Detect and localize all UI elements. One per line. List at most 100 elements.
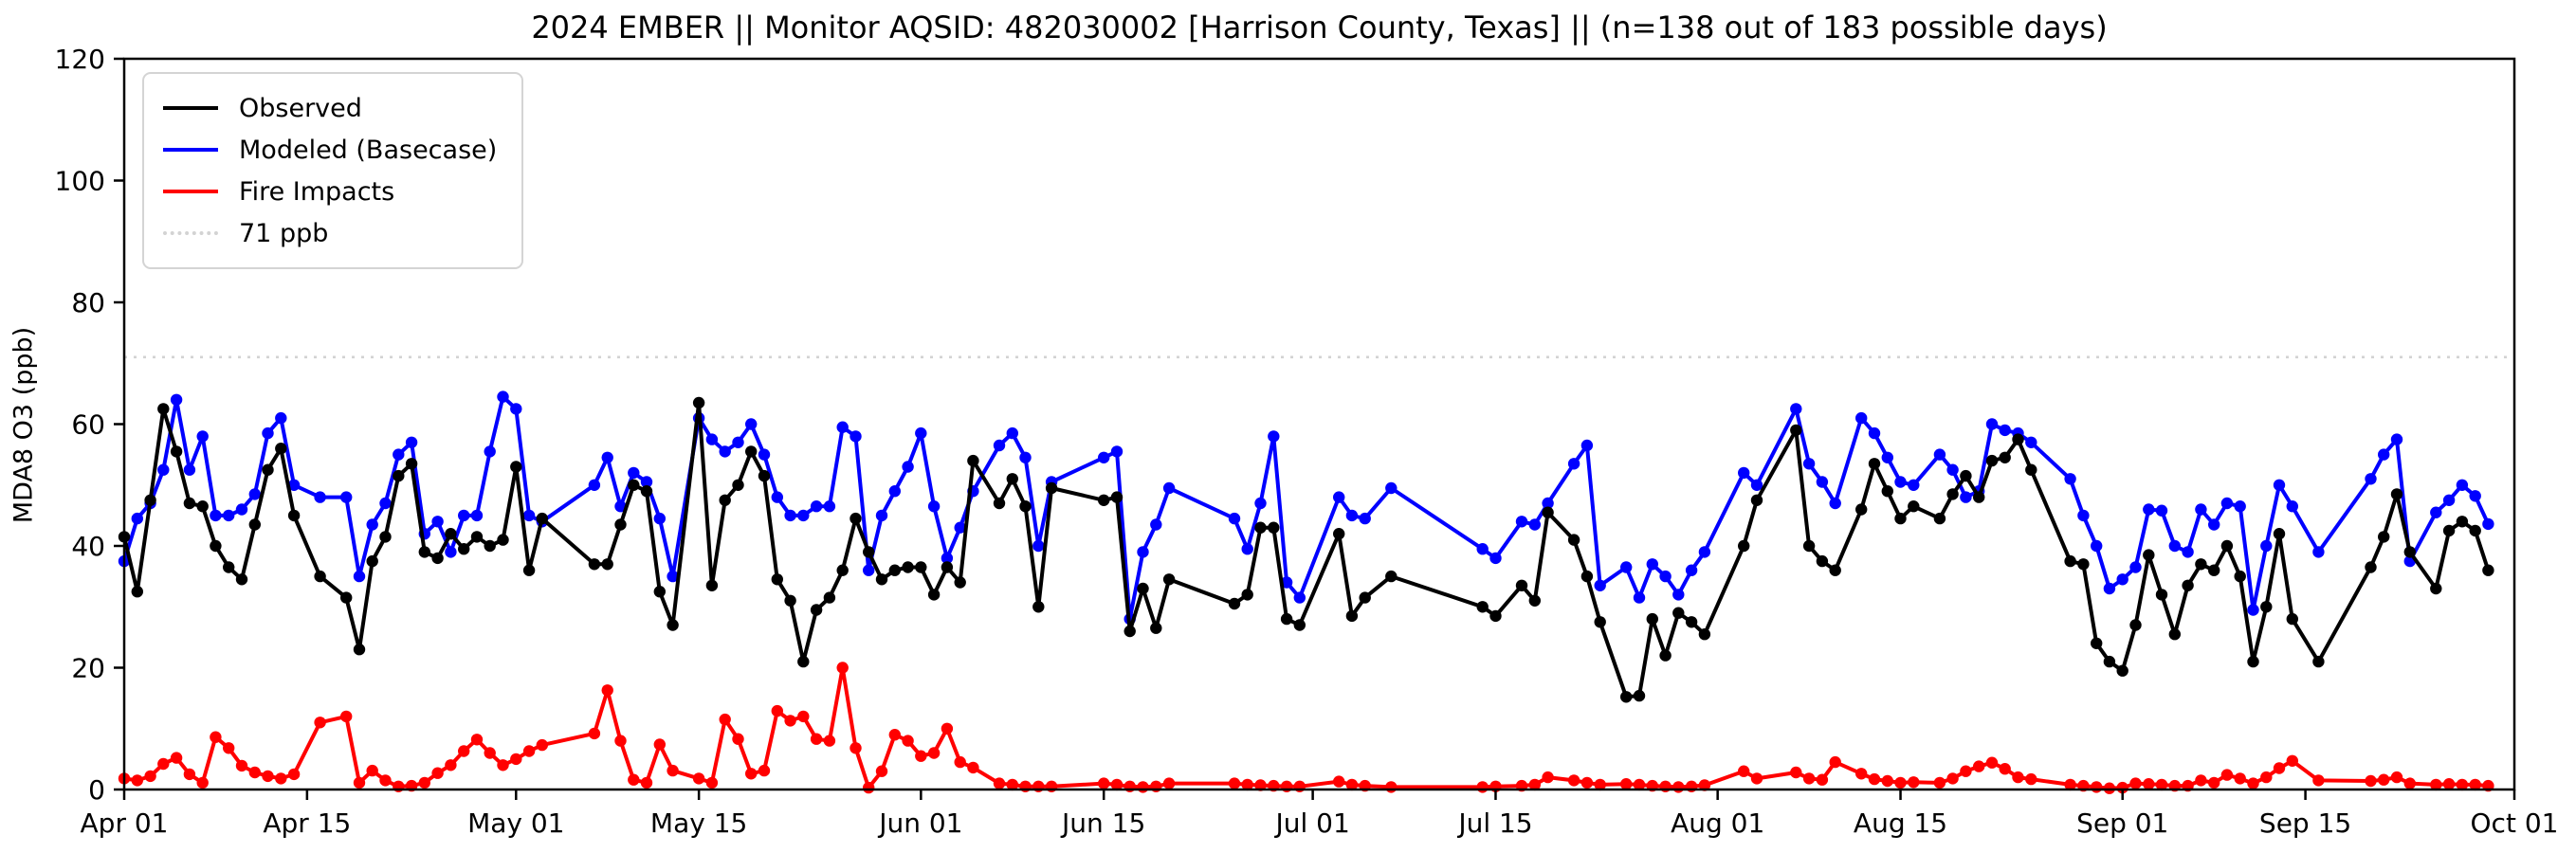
- data-point: [183, 497, 196, 510]
- data-point: [667, 619, 679, 631]
- data-point: [262, 463, 274, 476]
- data-point: [1908, 776, 1920, 789]
- data-point: [2442, 494, 2456, 506]
- data-point: [287, 768, 301, 781]
- y-tick-label: 20: [71, 653, 105, 684]
- data-point: [484, 539, 496, 553]
- data-point: [418, 546, 430, 558]
- data-point: [719, 445, 731, 458]
- data-point: [314, 570, 326, 583]
- data-point: [850, 430, 862, 443]
- data-point: [1241, 778, 1253, 791]
- data-point: [235, 759, 248, 772]
- data-point: [210, 731, 222, 743]
- data-point: [915, 750, 927, 762]
- data-point: [2273, 479, 2286, 491]
- data-point: [2091, 781, 2103, 793]
- data-point: [1228, 777, 1241, 789]
- data-point: [1855, 768, 1868, 780]
- data-point: [1254, 779, 1267, 791]
- data-point: [1672, 607, 1685, 619]
- x-tick-label: Jun 15: [1060, 808, 1145, 839]
- data-point: [1006, 473, 1019, 485]
- x-tick-label: Apr 01: [81, 808, 169, 839]
- data-point: [470, 734, 484, 746]
- data-point: [2208, 518, 2220, 531]
- data-point: [1659, 570, 1672, 583]
- data-point: [810, 604, 823, 616]
- data-point: [2234, 500, 2246, 513]
- data-point: [836, 421, 849, 433]
- data-point: [379, 531, 392, 543]
- data-point: [1881, 774, 1894, 788]
- data-point: [1124, 625, 1136, 638]
- data-point: [470, 509, 484, 522]
- data-point: [2312, 774, 2325, 787]
- data-point: [340, 491, 353, 503]
- data-point: [2220, 769, 2234, 781]
- data-point: [941, 561, 954, 573]
- y-tick-label: 0: [88, 774, 105, 806]
- x-tick-label: Apr 15: [263, 808, 351, 839]
- data-point: [915, 426, 927, 440]
- data-point: [2077, 558, 2090, 571]
- data-point: [1528, 518, 1542, 531]
- data-point: [1750, 772, 1763, 785]
- data-point: [902, 461, 914, 473]
- data-point: [1802, 539, 1816, 553]
- data-point: [927, 747, 941, 759]
- data-point: [144, 770, 156, 783]
- data-point: [601, 684, 613, 697]
- data-point: [2469, 490, 2481, 502]
- y-tick-label: 60: [71, 409, 105, 441]
- data-point: [888, 564, 901, 576]
- x-tick-label: May 15: [650, 808, 747, 839]
- x-tick-label: Jul 15: [1456, 808, 1532, 839]
- y-tick-label: 40: [71, 531, 105, 562]
- data-point: [628, 479, 640, 491]
- y-tick-label: 100: [55, 166, 105, 197]
- data-point: [1868, 426, 1881, 440]
- data-point: [1999, 451, 2011, 463]
- data-point: [1829, 564, 1841, 576]
- data-point: [522, 509, 536, 522]
- data-point: [2482, 564, 2494, 576]
- data-point: [1933, 448, 1946, 461]
- data-point: [2403, 777, 2416, 789]
- data-point: [1580, 776, 1594, 789]
- data-point: [1280, 612, 1293, 626]
- data-point: [1985, 454, 1999, 467]
- data-point: [1738, 539, 1750, 553]
- data-point: [2064, 778, 2076, 791]
- data-point: [1228, 597, 1241, 610]
- legend-label-fire: Fire Impacts: [239, 176, 395, 207]
- data-point: [431, 516, 444, 528]
- data-point: [993, 439, 1006, 452]
- data-point: [823, 735, 836, 747]
- data-point: [1032, 539, 1045, 553]
- data-point: [1098, 451, 1110, 463]
- data-point: [1241, 589, 1253, 601]
- data-point: [1345, 778, 1359, 791]
- data-point: [2456, 778, 2469, 791]
- data-point: [157, 463, 170, 476]
- data-point: [1594, 579, 1606, 591]
- data-point: [2456, 516, 2469, 528]
- data-point: [810, 500, 823, 513]
- data-point: [2390, 488, 2403, 500]
- data-point: [2442, 778, 2456, 790]
- data-point: [1268, 430, 1280, 443]
- data-point: [223, 561, 235, 573]
- data-point: [2378, 448, 2390, 461]
- data-point: [510, 461, 522, 473]
- data-point: [470, 531, 484, 543]
- data-point: [418, 776, 430, 789]
- data-point: [2129, 619, 2142, 631]
- data-point: [1150, 622, 1162, 634]
- data-point: [458, 745, 470, 757]
- data-point: [275, 411, 287, 425]
- data-point: [366, 764, 378, 777]
- data-point: [1489, 609, 1502, 623]
- data-point: [1098, 777, 1110, 789]
- data-point: [536, 512, 548, 525]
